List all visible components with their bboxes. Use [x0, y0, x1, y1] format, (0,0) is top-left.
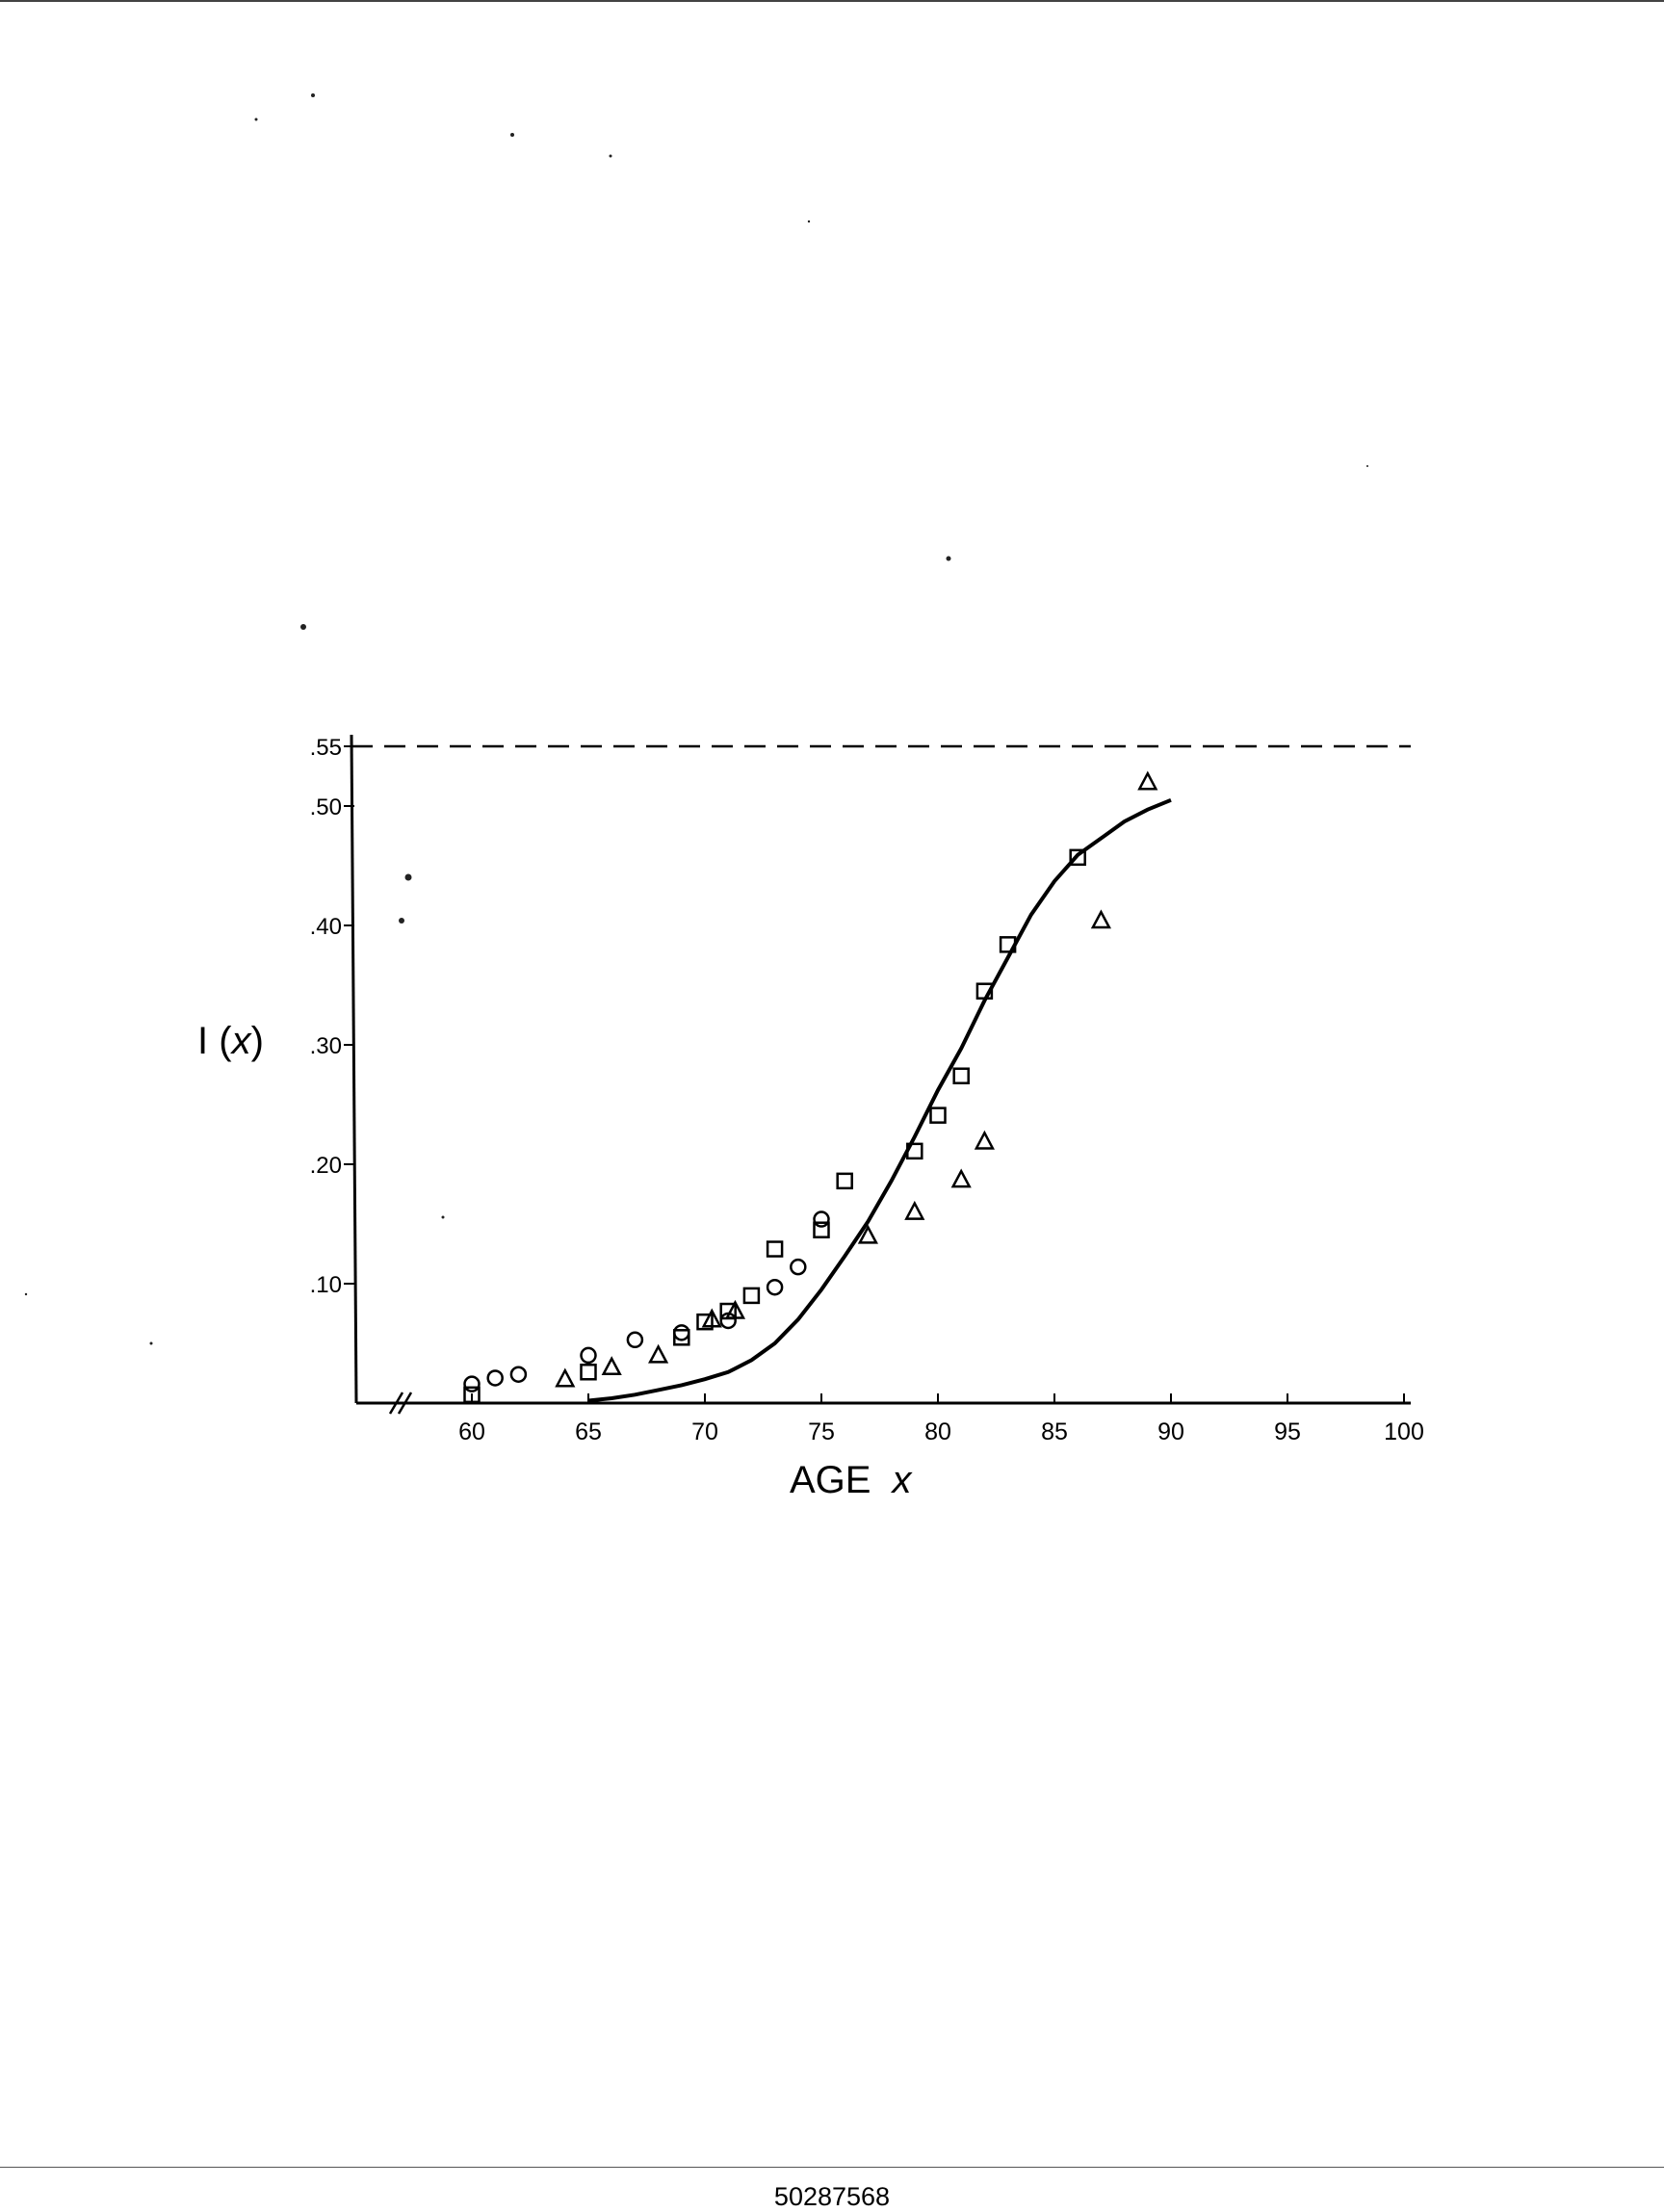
square-marker: [906, 1142, 923, 1160]
x-tick-label: 95: [1274, 1418, 1301, 1445]
y-label-variable: x: [230, 1020, 253, 1062]
triangle-marker: [857, 1224, 878, 1244]
triangle-marker: [1090, 909, 1111, 929]
x-axis-label: AGE x: [790, 1459, 913, 1501]
circle-marker: [790, 1258, 807, 1276]
data-points: [463, 770, 1158, 1404]
plot-area: .10 .20 .30 .40 .50 .55 60 65 70 75 80 85 90 95 100 I…: [197, 734, 1424, 1501]
circle-marker: [673, 1324, 690, 1341]
y-tick-label: .50: [310, 794, 342, 820]
y-tick-label: .20: [310, 1153, 342, 1179]
square-marker: [766, 1240, 784, 1258]
y-tick-label: .55: [310, 735, 342, 761]
circle-marker: [486, 1369, 504, 1387]
circle-marker: [813, 1210, 830, 1228]
triangle-marker: [950, 1168, 972, 1188]
triangle-marker: [1137, 770, 1158, 791]
x-label-main: AGE: [790, 1459, 871, 1501]
triangle-marker: [724, 1299, 746, 1319]
x-label-variable: x: [890, 1459, 913, 1501]
y-tick-label: .30: [310, 1033, 342, 1059]
square-marker: [975, 982, 994, 1000]
y-tick-label: .40: [310, 914, 342, 940]
axis-break-mark: [388, 1392, 413, 1415]
scan-speckles: [24, 93, 1368, 1345]
footer-rule: [0, 2167, 1664, 2168]
x-tick-label: 90: [1157, 1418, 1184, 1445]
fitted-curve: [587, 797, 1172, 1403]
circle-marker: [766, 1278, 784, 1296]
square-marker: [463, 1386, 481, 1404]
square-marker: [1069, 848, 1086, 867]
x-tick-label: 100: [1384, 1418, 1424, 1445]
circle-marker: [580, 1346, 597, 1365]
triangle-marker: [904, 1200, 925, 1220]
x-axis-ticks: 60 65 70 75 80 85 90 95 100: [458, 1393, 1424, 1445]
circle-marker: [626, 1331, 644, 1349]
x-tick-label: 60: [458, 1418, 485, 1445]
square-marker: [696, 1313, 714, 1331]
triangle-marker: [974, 1130, 995, 1150]
x-tick-label: 75: [808, 1418, 835, 1445]
y-label-prefix: I: [197, 1020, 208, 1062]
square-marker: [673, 1329, 690, 1346]
y-axis-label: I (x): [197, 1020, 264, 1062]
y-tick-label: .10: [310, 1272, 342, 1298]
square-marker: [999, 936, 1017, 953]
circle-marker: [463, 1375, 481, 1392]
square-marker: [580, 1364, 597, 1381]
circle-marker: [509, 1366, 528, 1383]
square-marker: [813, 1221, 830, 1238]
square-marker: [742, 1287, 761, 1305]
x-tick-label: 65: [575, 1418, 602, 1445]
x-tick-label: 70: [691, 1418, 718, 1445]
y-axis-ticks: .10 .20 .30 .40 .50 .55: [310, 735, 354, 1298]
x-tick-label: 85: [1041, 1418, 1068, 1445]
square-marker: [952, 1067, 970, 1084]
square-marker: [836, 1172, 853, 1190]
document-number: 50287568: [773, 2182, 891, 2211]
triangle-marker: [555, 1367, 576, 1388]
x-tick-label: 80: [924, 1418, 951, 1445]
y-axis: [350, 734, 358, 1404]
triangle-marker: [701, 1308, 722, 1328]
triangle-marker: [601, 1356, 622, 1376]
square-marker: [929, 1106, 947, 1124]
triangle-marker: [648, 1343, 669, 1364]
